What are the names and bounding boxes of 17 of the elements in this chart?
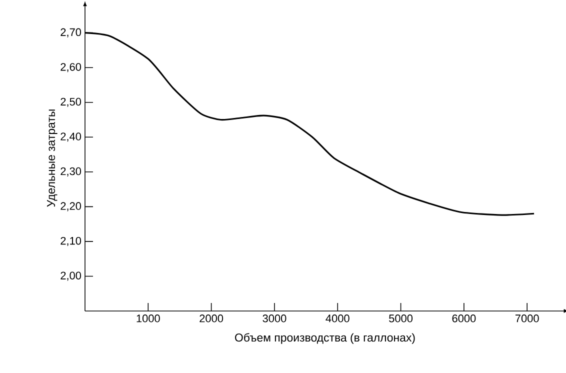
x-tick-label: 3000	[262, 314, 286, 322]
x-tick-label: 5000	[389, 314, 413, 322]
y-tick-label: 2,40	[60, 132, 82, 142]
y-tick-label: 2,50	[60, 98, 82, 107]
x-axis-title: Объем производства (в галлонах)	[235, 333, 415, 344]
x-tick-label: 1000	[136, 314, 160, 322]
y-axis-title: Удельные затраты	[47, 110, 58, 207]
y-tick-label: 2,20	[60, 202, 82, 212]
y-tick-label: 2,30	[60, 167, 82, 176]
y-tick-label: 2,70	[60, 28, 82, 38]
y-tick-label: 2,00	[60, 272, 82, 281]
x-tick-label: 4000	[326, 314, 350, 322]
x-tick-label: 6000	[452, 314, 476, 322]
x-tick-label: 7000	[515, 314, 539, 322]
y-tick-label: 2,60	[60, 63, 82, 72]
x-tick-label: 2000	[200, 314, 224, 322]
y-tick-label: 2,10	[60, 236, 82, 246]
